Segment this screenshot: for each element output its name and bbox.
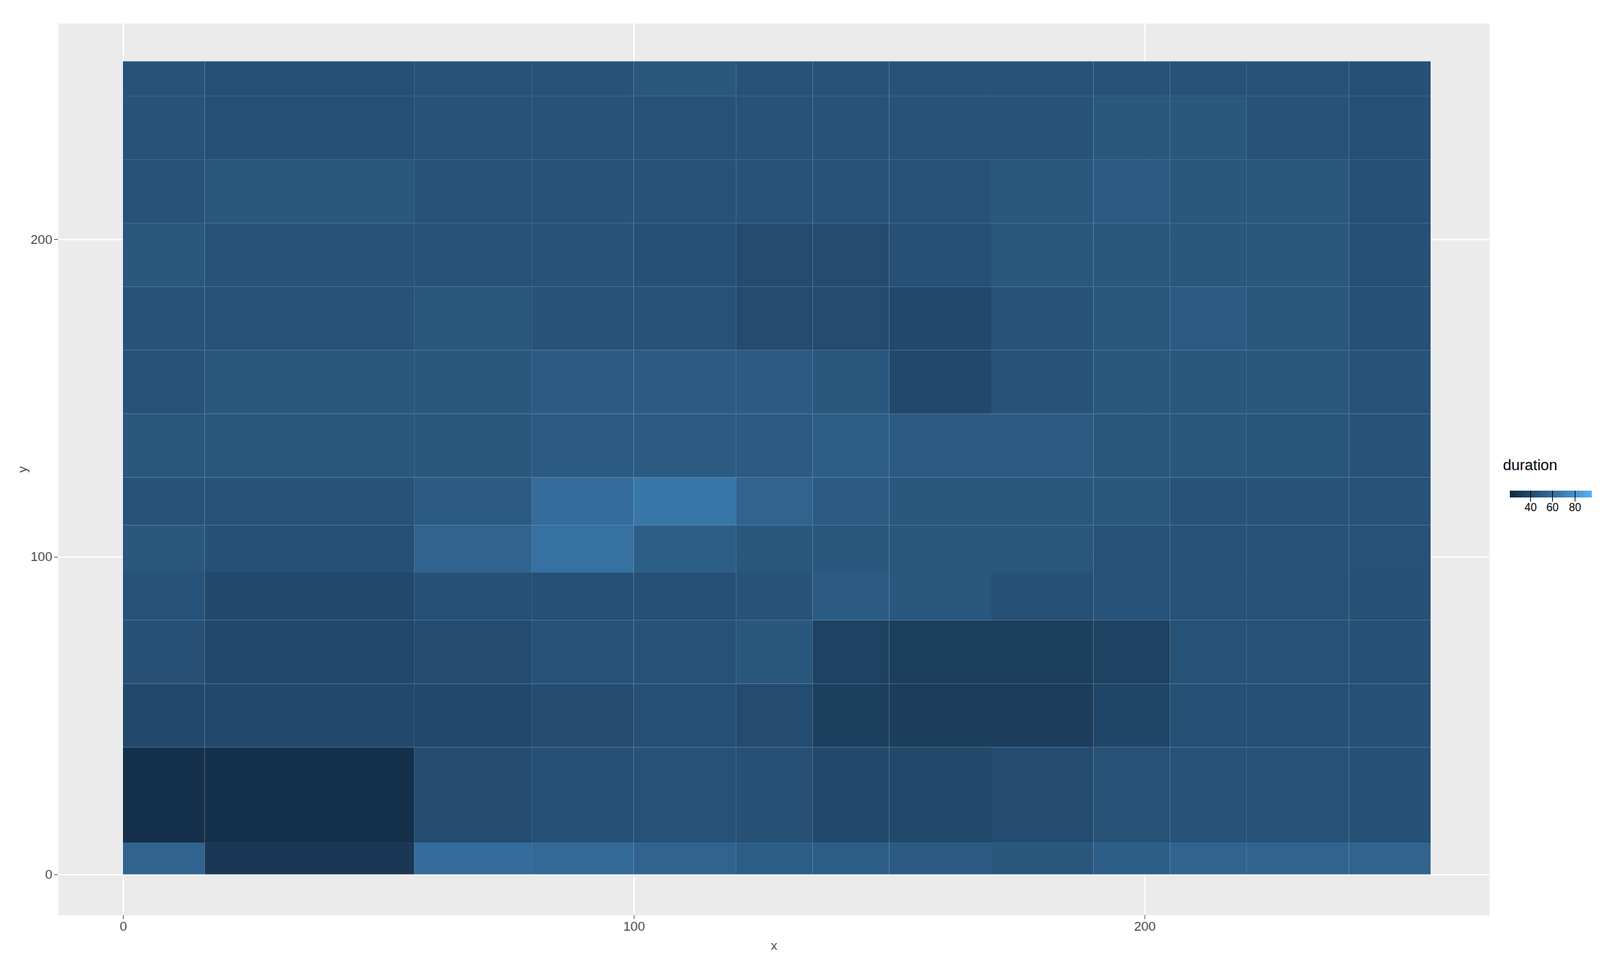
svg-text:y: y [15,465,30,473]
svg-text:x: x [770,938,778,953]
html-text:duration: duration [1502,456,1558,474]
svg-text:80: 80 [1569,501,1582,514]
svg-text:100: 100 [30,549,53,564]
svg-text:0: 0 [45,866,53,882]
svg-text:200: 200 [30,232,53,247]
svg-text:0: 0 [119,918,128,934]
svg-text:60: 60 [1546,501,1560,514]
svg-text:40: 40 [1524,501,1538,514]
svg-text:100: 100 [623,918,645,934]
svg-text:200: 200 [1134,918,1156,934]
